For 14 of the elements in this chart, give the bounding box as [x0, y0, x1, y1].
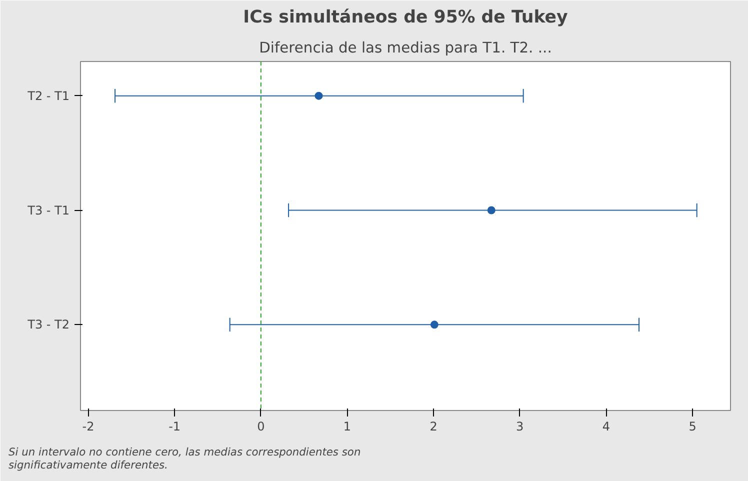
x-tick-label: 5	[688, 420, 696, 434]
y-tick-label: T3 - T1	[26, 203, 70, 218]
x-tick-label: -2	[82, 420, 94, 434]
y-tick-label: T2 - T1	[26, 88, 70, 103]
x-tick-label: 0	[257, 420, 265, 434]
chart-subtitle: Diferencia de las medias para T1. T2. ...	[259, 40, 552, 56]
x-tick-label: 1	[343, 420, 352, 434]
text: Si un intervalo no contiene cero, las medias correspondientes son significativamente diferentes.	[8, 446, 361, 472]
x-tick-label: -1	[168, 420, 181, 434]
y-tick-label: T3 - T2	[26, 318, 70, 332]
x-tick-label: 3	[516, 420, 524, 434]
x-tick-label: 2	[430, 420, 438, 434]
x-tick-label: 4	[602, 420, 610, 434]
chart-title: ICs simultáneos de 95% de Tukey	[243, 8, 568, 28]
